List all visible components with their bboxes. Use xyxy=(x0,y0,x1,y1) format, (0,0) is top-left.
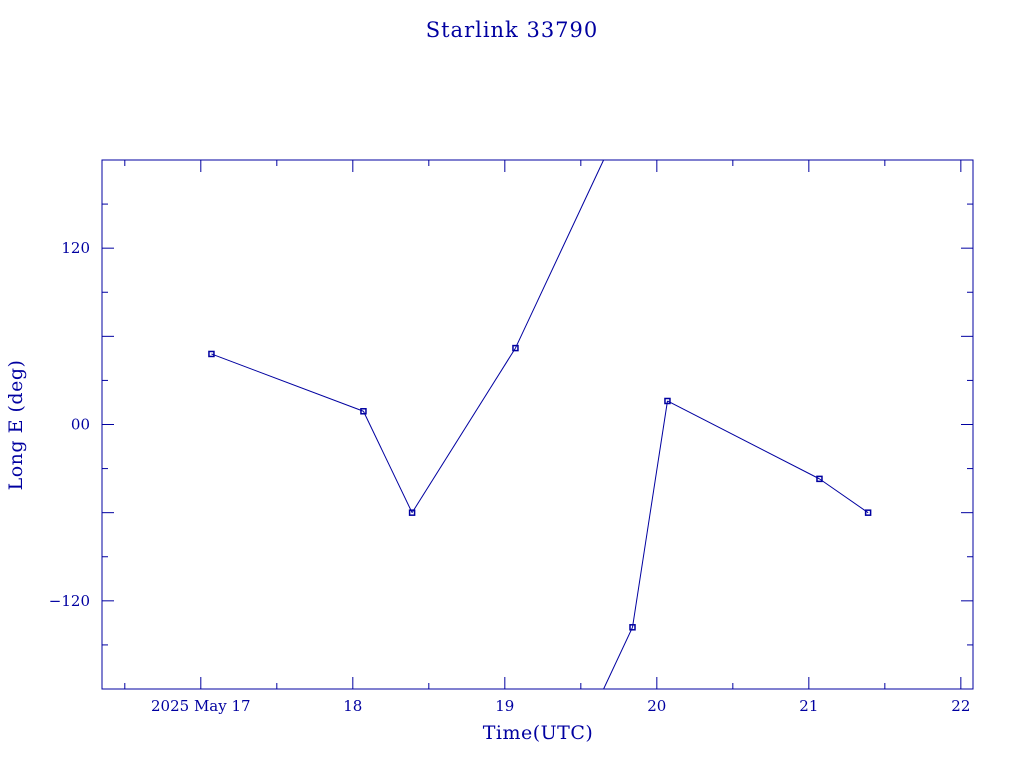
series-segment xyxy=(411,347,516,513)
y-axis-label: Long E (deg) xyxy=(5,360,27,491)
x-tick-label: 22 xyxy=(951,697,970,715)
series-segment xyxy=(632,400,668,628)
x-tick-label: 21 xyxy=(799,697,818,715)
data-series xyxy=(208,159,872,690)
y-tick-label: 120 xyxy=(61,239,90,257)
data-point xyxy=(864,509,872,516)
series-segment xyxy=(819,478,869,514)
data-point xyxy=(360,408,367,415)
series-segment xyxy=(363,411,413,513)
tick-labels: 2025 May 17 18 19 20 21 22 120 00 −120 xyxy=(49,239,971,715)
chart-title: Starlink 33790 xyxy=(426,18,599,42)
x-tick-label: 19 xyxy=(495,697,514,715)
data-point xyxy=(816,475,823,483)
series-segment xyxy=(211,353,364,412)
data-point xyxy=(408,509,416,516)
data-point xyxy=(664,397,671,405)
series-segment xyxy=(515,159,605,349)
x-tick-label: 2025 May 17 xyxy=(151,697,251,715)
x-tick-label: 18 xyxy=(343,697,362,715)
data-point xyxy=(208,350,215,358)
y-tick-label: −120 xyxy=(49,592,90,610)
series-segment xyxy=(667,400,820,480)
y-tick-label: 00 xyxy=(71,416,90,434)
data-point xyxy=(512,344,519,352)
x-tick-label: 20 xyxy=(647,697,666,715)
plot-frame xyxy=(101,159,974,690)
data-point xyxy=(629,624,636,631)
axis-ticks xyxy=(102,160,973,689)
series-segment xyxy=(603,627,633,690)
x-axis-label: Time(UTC) xyxy=(483,722,594,744)
